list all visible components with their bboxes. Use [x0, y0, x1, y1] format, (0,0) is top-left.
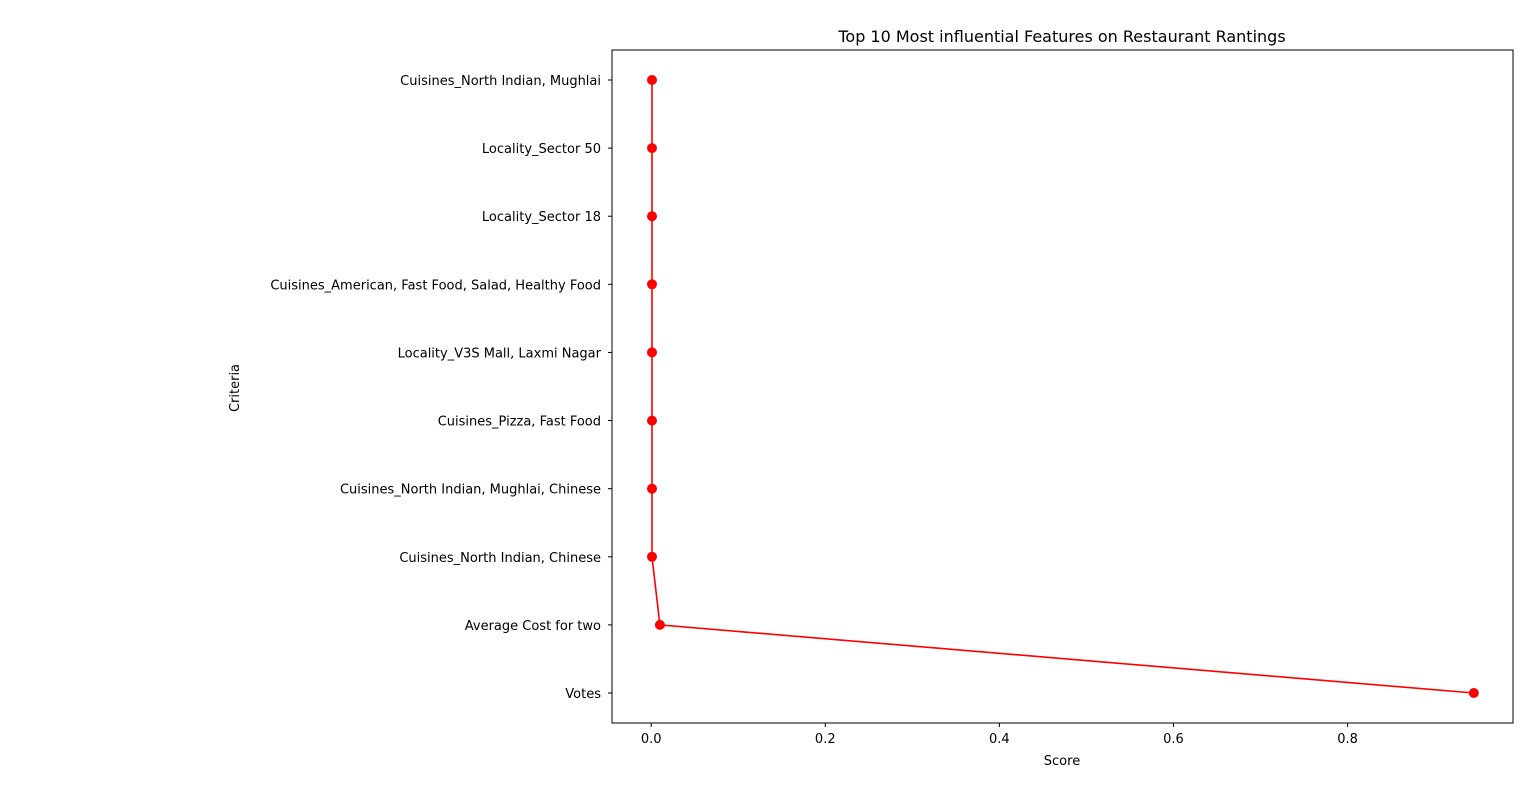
data-point	[647, 415, 657, 426]
x-tick-label: 0.2	[815, 732, 836, 747]
data-point	[647, 143, 657, 154]
y-tick-label: Cuisines_Pizza, Fast Food	[438, 415, 601, 430]
y-tick-label: Votes	[565, 687, 601, 702]
y-tick-label: Average Cost for two	[465, 619, 601, 634]
x-axis-label: Score	[1044, 754, 1080, 769]
y-tick-label: Cuisines_American, Fast Food, Salad, Hea…	[270, 278, 601, 293]
y-axis: Votes Average Cost for two Cuisines_North …	[270, 74, 612, 702]
y-tick-label: Cuisines_North Indian, Mughlai, Chinese	[340, 483, 601, 498]
x-tick-label: 0.6	[1163, 732, 1184, 747]
x-tick-label: 0.4	[989, 732, 1010, 747]
data-point	[647, 551, 657, 562]
plot-layer	[647, 75, 1479, 698]
data-point	[647, 483, 657, 494]
series-line	[651, 80, 1474, 694]
y-tick-label: Locality_Sector 50	[482, 142, 601, 157]
y-tick-label: Locality_V3S Mall, Laxmi Nagar	[398, 346, 602, 361]
data-point	[647, 279, 657, 290]
chart-title: Top 10 Most influential Features on Rest…	[837, 27, 1285, 46]
plot-area-frame	[611, 49, 1514, 724]
y-axis-label: Criteria	[228, 364, 243, 412]
y-tick-label: Cuisines_North Indian, Mughlai	[400, 74, 601, 89]
data-point	[647, 211, 657, 222]
x-tick-label: 0.0	[641, 732, 662, 747]
x-axis: 0.0 0.2 0.4 0.6 0.8	[641, 723, 1358, 747]
y-tick-label: Locality_Sector 18	[482, 210, 601, 225]
y-tick-label: Cuisines_North Indian, Chinese	[399, 551, 601, 566]
data-point	[647, 347, 657, 358]
data-point	[654, 619, 665, 630]
data-point	[647, 75, 657, 85]
data-point	[1468, 688, 1479, 698]
x-tick-label: 0.8	[1337, 732, 1358, 747]
